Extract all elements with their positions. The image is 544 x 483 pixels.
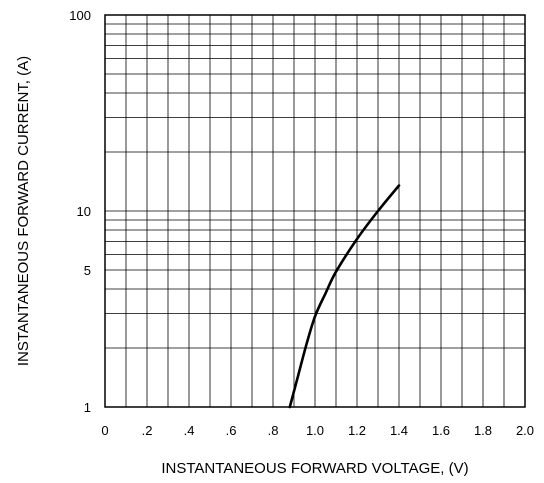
y-tick-label: 5	[84, 263, 91, 278]
x-tick-labels: 0 .2 .4 .6 .8 1.0 1.2 1.4 1.6 1.8 2.0	[101, 423, 534, 438]
y-tick-label: 1	[84, 400, 91, 415]
x-axis-label: INSTANTANEOUS FORWARD VOLTAGE, (V)	[161, 460, 468, 477]
x-tick-label: 1.2	[348, 423, 366, 438]
x-tick-label: 2.0	[516, 423, 534, 438]
x-tick-label: .2	[142, 423, 153, 438]
x-tick-label: .6	[226, 423, 237, 438]
x-tick-label: 1.0	[306, 423, 324, 438]
y-tick-label: 10	[77, 204, 91, 219]
plot-frame	[104, 14, 526, 408]
grid-layer	[105, 15, 525, 407]
y-tick-labels: 1 5 10 100	[69, 8, 91, 415]
x-tick-label: 1.8	[474, 423, 492, 438]
x-tick-label: .4	[184, 423, 195, 438]
x-tick-label: .8	[268, 423, 279, 438]
x-tick-label: 1.6	[432, 423, 450, 438]
x-tick-label: 1.4	[390, 423, 408, 438]
series-layer	[288, 184, 401, 409]
x-tick-label: 0	[101, 423, 108, 438]
y-tick-label: 100	[69, 8, 91, 23]
forward-current-curve	[288, 184, 401, 409]
y-axis-label: INSTANTANEOUS FORWARD CURRENT, (A)	[15, 56, 32, 366]
